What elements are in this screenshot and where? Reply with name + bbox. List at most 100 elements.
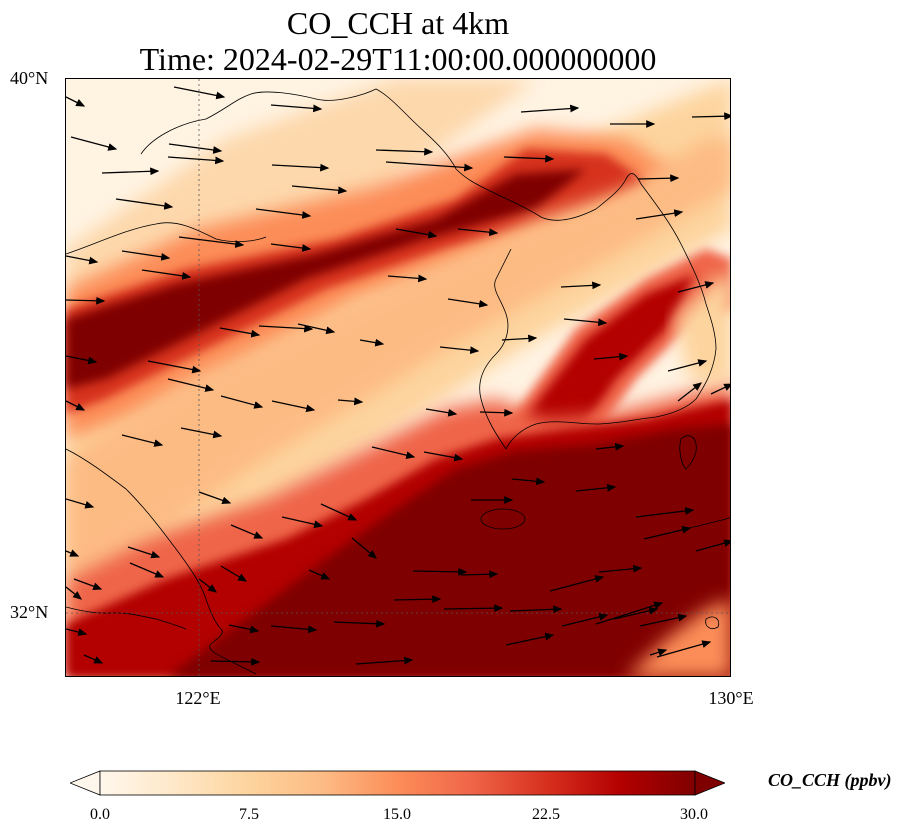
wind-vector-arrow (359, 338, 385, 347)
field-southern-plume-core (168, 424, 730, 676)
colorbar-tick-22-5: 22.5 (532, 806, 560, 823)
coastline-china-east (66, 448, 257, 675)
wind-vector-arrow (677, 281, 715, 293)
wind-vector-arrow (393, 595, 442, 604)
wind-vector-arrow (337, 397, 364, 406)
wind-vector-arrow (167, 156, 225, 165)
wind-vector-arrow (66, 498, 95, 509)
colorbar-ramp (99, 770, 696, 796)
wind-vector-arrow (66, 549, 80, 557)
wind-vector-arrow (101, 167, 160, 176)
wind-vector-arrow (351, 537, 377, 559)
wind-vector-arrow (270, 625, 318, 634)
coastlines (66, 88, 730, 675)
wind-vector-arrow (178, 236, 245, 248)
wind-vector-arrow (66, 355, 98, 365)
wind-vector-arrow (447, 298, 489, 308)
colorbar-tick-15: 15.0 (383, 806, 411, 823)
wind-vector-arrow (520, 104, 580, 113)
wind-vector-arrow (511, 477, 546, 486)
coastline-korea-peninsula (485, 173, 717, 450)
wind-vector-arrow (613, 606, 659, 620)
wind-vector-arrow (228, 624, 260, 634)
coastline-korea-west (479, 248, 512, 450)
coastline-island-south-east (705, 616, 720, 629)
wind-vector-arrow (439, 346, 480, 355)
wind-vector-arrow (710, 383, 730, 395)
map-subtitle-time: Time: 2024-02-29T11:00:00.000000000 (139, 41, 657, 77)
wind-vector-arrow (220, 565, 248, 582)
wind-vector-arrow (320, 503, 358, 521)
wind-vector-arrow (271, 163, 330, 172)
colorbar (70, 770, 725, 796)
wind-vector-arrow (667, 359, 708, 372)
wind-vector-arrow (219, 327, 261, 338)
colorbar-extend-min (70, 770, 101, 796)
wind-vector-arrow (639, 613, 688, 627)
wind-vector-arrow (271, 400, 316, 413)
wind-vector-arrow (457, 228, 499, 237)
wind-vector-arrow (198, 491, 232, 505)
lon-tick-label-122e: 122°E (175, 688, 221, 708)
wind-vector-arrow (423, 451, 464, 462)
wind-vector-arrow (371, 446, 416, 459)
colorbar-tick-30: 30.0 (680, 806, 708, 823)
wind-vector-arrow (549, 575, 605, 592)
wind-vectors (66, 86, 730, 666)
colorbar-tick-0: 0.0 (90, 806, 110, 823)
wind-vector-arrow (66, 628, 88, 636)
wind-vector-arrow (210, 657, 261, 666)
wind-vector-arrow (168, 143, 223, 154)
wind-vector-arrow (121, 250, 171, 261)
wind-vector-arrow (561, 613, 609, 627)
wind-vector-arrow (635, 507, 695, 518)
wind-vector-arrow (387, 274, 428, 283)
wind-vector-arrow (129, 562, 165, 578)
wind-vector-arrow (575, 483, 617, 492)
wind-vector-arrow (503, 154, 555, 163)
wind-vector-arrow (255, 208, 312, 219)
coastline-tsushima (679, 435, 697, 470)
field-southeast-pocket (628, 599, 730, 676)
map-panel (65, 78, 731, 677)
wind-vector-arrow (270, 243, 312, 252)
wind-vector-arrow (595, 442, 625, 451)
wind-vector-arrow (677, 382, 703, 402)
gridlines (66, 79, 730, 676)
wind-vector-arrow (270, 104, 323, 113)
wind-vector-arrow (66, 296, 106, 305)
wind-vector-arrow (505, 632, 555, 646)
map-title: CO_CCH at 4km (286, 5, 510, 41)
wind-vector-arrow (308, 569, 331, 580)
wind-vector-arrow (385, 161, 474, 172)
wind-vector-arrow (593, 352, 629, 361)
wind-vector-arrow (291, 185, 348, 195)
wind-vector-arrow (83, 654, 104, 664)
lat-tick-label-40n: 40°N (10, 68, 49, 88)
wind-vector-arrow (127, 546, 161, 559)
wind-vector-arrow (560, 281, 602, 290)
wind-vector-arrow (412, 567, 468, 576)
colorbar-extend-max (694, 770, 725, 796)
wind-vector-arrow (66, 96, 86, 107)
colorbar-title: CO_CCH (ppbv) (768, 770, 892, 790)
wind-vector-arrow (425, 408, 458, 417)
wind-vector-arrow (637, 174, 680, 183)
wind-vector-arrow (691, 112, 730, 121)
colorbar-tick-7-5: 7.5 (239, 806, 259, 823)
wind-vector-arrow (141, 269, 192, 280)
wind-vector-arrow (509, 605, 563, 614)
wind-vector-arrow (230, 524, 264, 539)
wind-vector-arrow (73, 578, 103, 590)
wind-vector-arrow (635, 209, 684, 220)
wind-vector-arrow (115, 198, 174, 210)
wind-vector-arrow (598, 564, 643, 573)
wind-vector-arrow (375, 147, 434, 156)
wind-vector-arrow (220, 395, 264, 409)
wind-vector-arrow (563, 318, 608, 327)
wind-vector-arrow (180, 427, 223, 439)
field-korea-band-core (516, 274, 696, 459)
wind-vector-arrow (395, 228, 438, 239)
wind-vector-arrow (167, 378, 215, 392)
wind-vector-arrow (258, 324, 314, 333)
